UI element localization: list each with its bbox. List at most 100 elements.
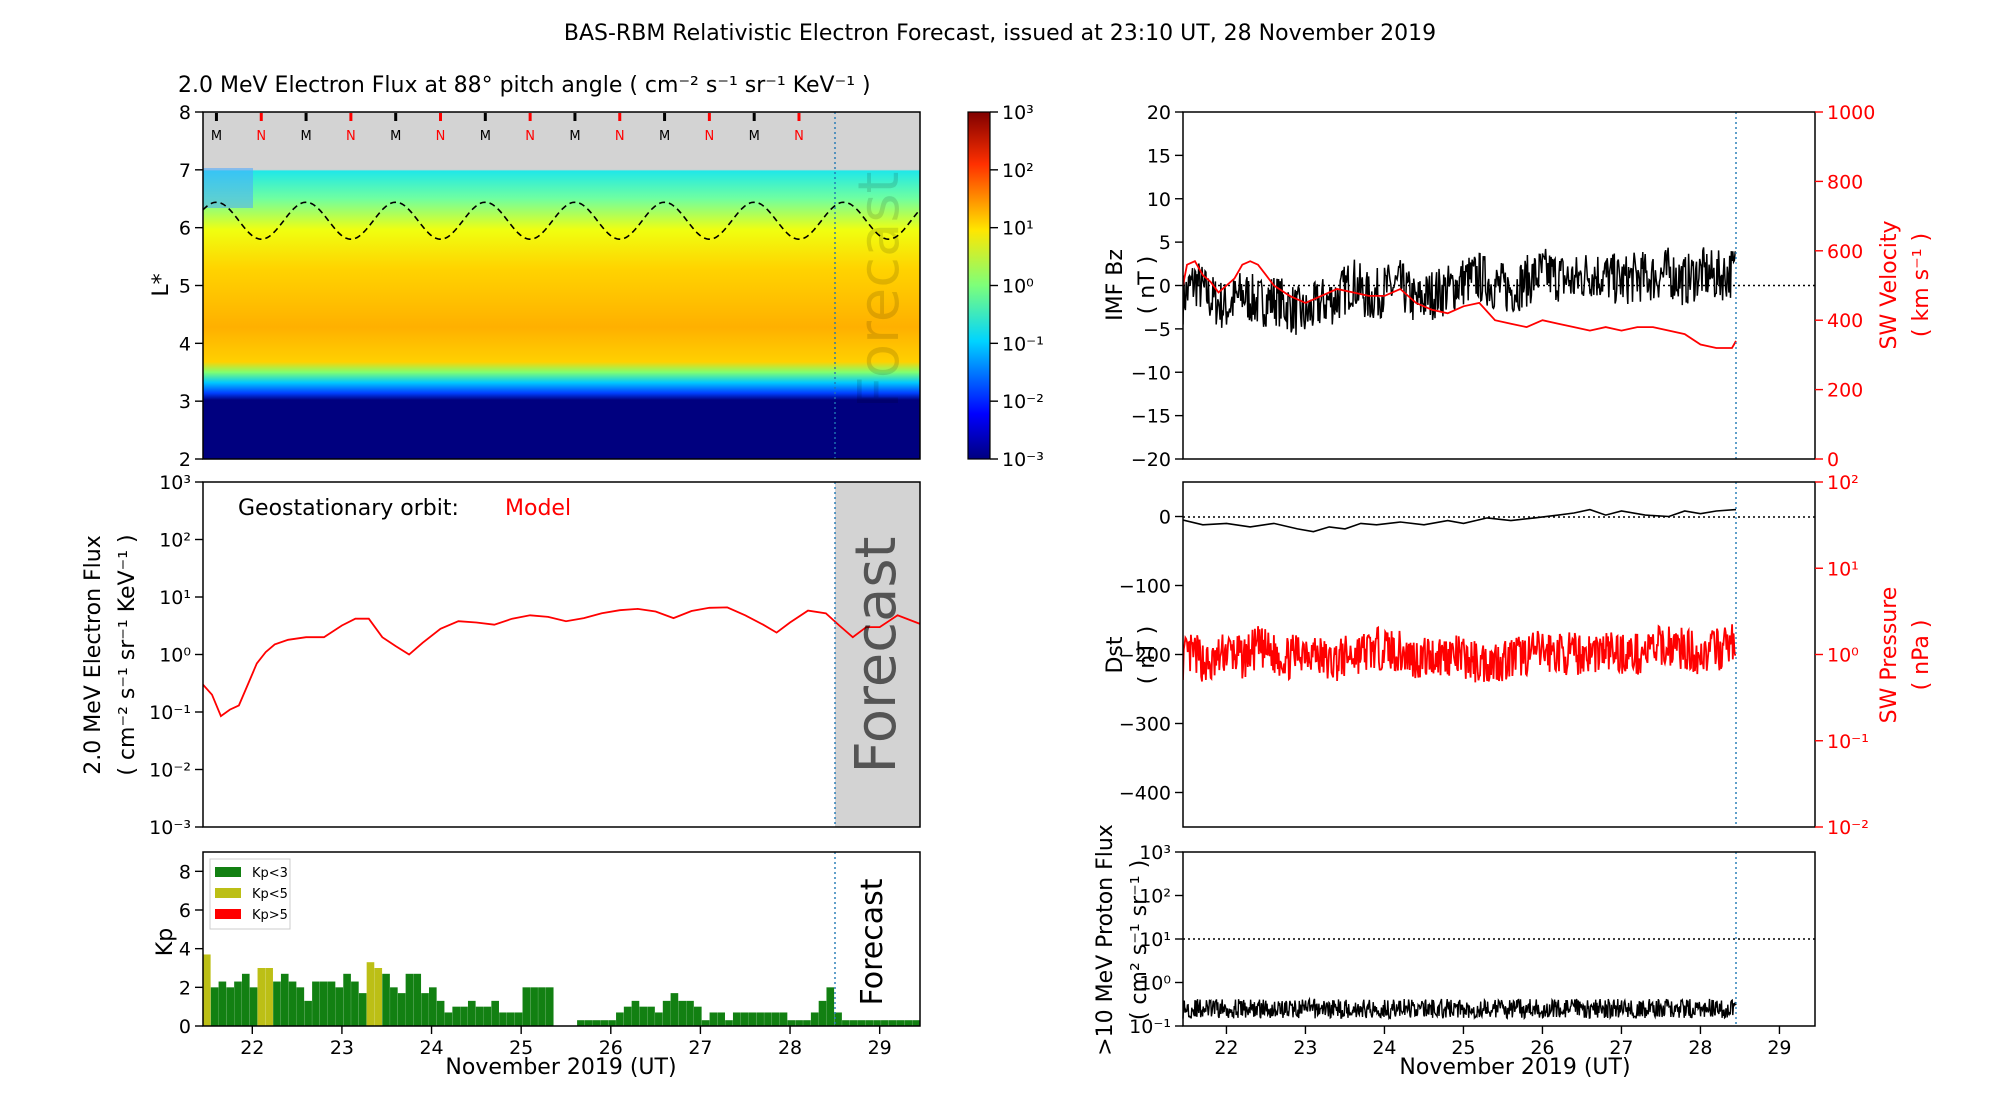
kp-bar — [467, 1000, 476, 1026]
kp-bar — [530, 987, 538, 1026]
mlt-marker-label: M — [211, 129, 222, 144]
kp-bar — [709, 1012, 718, 1026]
annotation-geostationary: Geostationary orbit: — [238, 496, 459, 521]
kp-bar — [857, 1020, 866, 1026]
flux-y-tick-label: 10³ — [159, 472, 191, 494]
swp-right-tick-label: 10⁰ — [1827, 645, 1859, 667]
imf-ylabel-units: ( nT ) — [1135, 256, 1160, 315]
proton-flux-panel: 10⁻¹ 10⁰ 10¹ 10² 10³ 22 23 24 25 26 27 28 29 >10 Me… — [1093, 824, 1816, 1080]
kp-bar — [600, 1020, 609, 1026]
kp-bar — [639, 1006, 648, 1026]
swv-right-tick-label: 0 — [1827, 449, 1839, 471]
kp-x-tick-label: 22 — [240, 1037, 264, 1059]
annotation-model: Model — [505, 496, 571, 521]
kp-bar — [390, 987, 398, 1026]
kp-bar — [203, 954, 211, 1026]
kp-bar — [234, 981, 242, 1026]
kp-bar — [452, 1006, 461, 1026]
kp-bar — [608, 1020, 616, 1026]
kp-bar — [429, 987, 437, 1026]
kp-bar — [304, 1000, 312, 1026]
kp-bar — [623, 1006, 632, 1026]
heatmap-plume — [203, 168, 253, 208]
kp-bar — [826, 987, 835, 1026]
kp-xlabel: November 2019 (UT) — [445, 1055, 676, 1080]
geo-flux-panel: Forecast Geostationary orbit: Model 10⁻³… — [81, 472, 921, 839]
colorbar-tick-label: 10⁻¹ — [1002, 333, 1044, 355]
dst-left-tick-label: 0 — [1159, 507, 1171, 529]
dst-ylabel-units: ( nT ) — [1135, 626, 1160, 685]
kp-bar — [436, 1000, 445, 1026]
kp-bar — [577, 1020, 585, 1026]
kp-bar — [241, 973, 250, 1026]
kp-bar — [514, 1012, 523, 1026]
kp-bar — [873, 1020, 881, 1026]
kp-frame — [202, 851, 921, 1027]
mlt-marker-label: N — [525, 129, 535, 144]
kp-bar — [413, 973, 422, 1026]
swp-right-tick-label: 10² — [1827, 472, 1859, 494]
mlt-marker-label: N — [615, 129, 625, 144]
kp-bar — [678, 1000, 687, 1026]
series-line-sw-pressure — [1183, 624, 1737, 683]
kp-x-tick-label: 27 — [688, 1037, 712, 1059]
kp-bar — [545, 987, 554, 1026]
kp-x-tick-label: 28 — [778, 1037, 802, 1059]
proton-x-tick-label: 29 — [1767, 1037, 1791, 1059]
kp-bar — [701, 1020, 710, 1026]
imf-left-tick-label: −10 — [1131, 362, 1171, 384]
proton-y-tick-label: 10¹ — [1139, 929, 1171, 951]
proton-y-tick-label: 10² — [1139, 886, 1171, 908]
kp-bar — [522, 987, 531, 1026]
kp-bar — [226, 987, 234, 1026]
kp-bar — [506, 1012, 515, 1026]
proton-y-tick-label: 10⁰ — [1139, 973, 1171, 995]
heatmap-y-tick-label: 3 — [179, 391, 191, 413]
kp-bar — [717, 1012, 725, 1026]
kp-bar — [662, 1000, 671, 1026]
colorbar-gradient — [967, 111, 991, 460]
series-line-model — [203, 606, 920, 718]
proton-ylabel: >10 MeV Proton Flux — [1093, 824, 1118, 1056]
proton-y-tick-label: 10⁻¹ — [1129, 1016, 1171, 1038]
swv-right-tick-label: 200 — [1827, 380, 1863, 402]
dst-right-ticks: 10⁻² 10⁻¹ 10⁰ 10¹ 10² — [1815, 472, 1869, 839]
kp-bar — [499, 1012, 507, 1026]
mlt-marker-label: M — [749, 129, 760, 144]
flux-ylabel-units: ( cm⁻² s⁻¹ sr⁻¹ KeV⁻¹ ) — [115, 534, 140, 775]
legend-label-kp-mid: Kp<5 — [252, 887, 288, 902]
kp-bar — [834, 1012, 842, 1026]
imf-left-tick-label: −15 — [1131, 406, 1171, 428]
imf-ylabel: IMF Bz — [1103, 249, 1128, 321]
mlt-marker-label: N — [436, 129, 446, 144]
kp-bar — [288, 981, 297, 1026]
heatmap-title: 2.0 MeV Electron Flux at 88° pitch angle… — [178, 73, 871, 98]
colorbar: 10⁻³ 10⁻² 10⁻¹ 10⁰ 10¹ 10² 10³ — [967, 102, 1044, 471]
figure-title: BAS-RBM Relativistic Electron Forecast, … — [564, 21, 1436, 46]
kp-bar — [374, 968, 383, 1026]
kp-y-tick-label: 0 — [179, 1016, 191, 1038]
dst-left-tick-label: −300 — [1119, 714, 1171, 736]
colorbar-tick-label: 10² — [1002, 160, 1034, 182]
flux-forecast-label: Forecast — [844, 537, 909, 774]
mlt-marker-label: N — [346, 129, 356, 144]
heatmap-y-tick-label: 4 — [179, 333, 191, 355]
heatmap-y-tick-label: 5 — [179, 276, 191, 298]
kp-bar — [725, 1020, 733, 1026]
swv-right-tick-label: 600 — [1827, 241, 1863, 263]
kp-bar — [740, 1012, 749, 1026]
legend-swatch-kp-low — [215, 867, 241, 877]
kp-bar — [771, 1012, 780, 1026]
colorbar-tick-label: 10³ — [1002, 102, 1034, 124]
kp-bar — [218, 981, 227, 1026]
kp-bar — [686, 1000, 694, 1026]
dst-left-tick-label: −100 — [1119, 576, 1171, 598]
kp-bar — [787, 1020, 796, 1026]
flux-y-tick-label: 10¹ — [159, 587, 191, 609]
mlt-marker-label: M — [300, 129, 311, 144]
imf-left-tick-label: 0 — [1159, 276, 1171, 298]
kp-y-tick-label: 8 — [179, 861, 191, 883]
